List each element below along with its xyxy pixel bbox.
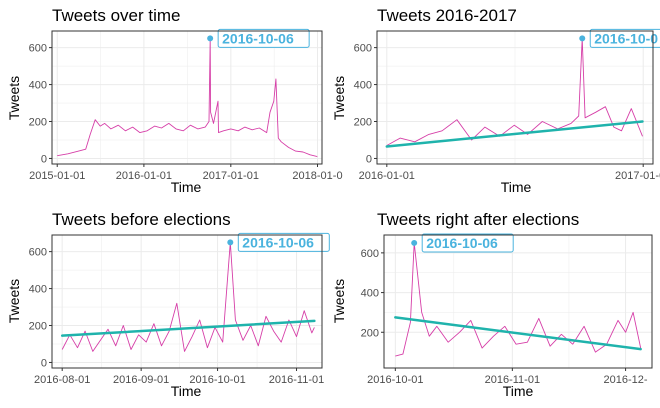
y-tick-label: 200 bbox=[29, 321, 47, 333]
plot-background bbox=[52, 235, 322, 368]
y-tick-label: 600 bbox=[361, 248, 379, 260]
y-tick-label: 0 bbox=[41, 357, 47, 369]
chart-panel: Tweets right after elections 20040060020… bbox=[331, 210, 653, 399]
x-tick-label: 2015-01-01 bbox=[29, 170, 85, 182]
y-tick-label: 600 bbox=[354, 43, 372, 55]
annotation-box bbox=[237, 232, 330, 252]
annotation-label: 2016-10-06 bbox=[426, 235, 498, 251]
plot-background bbox=[52, 31, 322, 164]
panel-title: Tweets over time bbox=[52, 6, 181, 25]
trend-line bbox=[60, 319, 316, 337]
y-tick-label: 200 bbox=[361, 327, 379, 339]
tweets-series-line bbox=[57, 37, 318, 158]
chart-panel: Tweets before elections 0 200 400 600 2016-0… bbox=[6, 210, 330, 399]
x-tick-label: 2016-01-01 bbox=[359, 170, 415, 182]
panel-title: Tweets before elections bbox=[52, 210, 231, 229]
y-axis-title: Tweets bbox=[331, 279, 347, 323]
x-tick-label: 2016-10-01 bbox=[189, 374, 245, 386]
panel-plot-area: 0 200 400 600 2015-01-01 2016-01-01 2017-01-01… bbox=[29, 28, 343, 182]
x-axis-title: Time bbox=[171, 383, 202, 399]
y-tick-label: 400 bbox=[29, 80, 47, 92]
plot-frame bbox=[376, 30, 654, 165]
x-tick-label: 2016-01-01 bbox=[116, 170, 172, 182]
trend-line bbox=[385, 120, 644, 148]
x-tick-label: 2016-09-01 bbox=[113, 374, 169, 386]
tweets-series-line bbox=[386, 37, 643, 146]
annotation-label: 2016-10-06 bbox=[242, 234, 314, 250]
x-tick-label: 2017-01-01 bbox=[203, 170, 259, 182]
x-axis-title: Time bbox=[501, 179, 532, 195]
peak-marker bbox=[207, 35, 214, 42]
y-tick-label: 200 bbox=[29, 117, 47, 129]
chart-panel: Tweets over time 0 200 400 600 2015-01-01 201… bbox=[6, 6, 343, 195]
y-axis-title: Tweets bbox=[331, 76, 347, 120]
y-tick-label: 0 bbox=[41, 153, 47, 165]
x-axis-title: Time bbox=[503, 383, 534, 399]
peak-marker bbox=[411, 239, 418, 246]
panel-title: Tweets 2016-2017 bbox=[377, 6, 517, 25]
plot-frame bbox=[51, 234, 323, 369]
annotation-box bbox=[421, 233, 514, 253]
x-tick-label: 2016-08-01 bbox=[34, 374, 90, 386]
chart-panel: Tweets 2016-2017 0 200 400 600 2016-01-01 201… bbox=[331, 6, 660, 195]
y-tick-label: 0 bbox=[366, 153, 372, 165]
peak-marker bbox=[579, 35, 586, 42]
plot-background bbox=[384, 235, 652, 368]
annotation-label: 2016-10-0 bbox=[594, 30, 658, 46]
y-tick-label: 400 bbox=[29, 284, 47, 296]
panel-plot-area: 0 200 400 600 2016-08-01 2016-09-01 2016-10-01… bbox=[29, 232, 330, 386]
y-tick-label: 400 bbox=[361, 288, 379, 300]
x-tick-label: 2016-10-01 bbox=[367, 374, 423, 386]
annotation-box bbox=[217, 28, 310, 48]
y-axis-title: Tweets bbox=[6, 76, 22, 120]
x-axis-title: Time bbox=[171, 179, 202, 195]
panel-title: Tweets right after elections bbox=[377, 210, 579, 229]
y-tick-label: 600 bbox=[29, 43, 47, 55]
trend-line bbox=[394, 316, 642, 351]
x-tick-label: 2017-01-01 bbox=[615, 170, 660, 182]
annotation-box bbox=[589, 28, 660, 48]
panel-plot-area: 200 400 600 2016-10-01 2016-11-01 2016-12- 201… bbox=[361, 233, 653, 386]
x-tick-label: 2018-01-0 bbox=[292, 170, 342, 182]
peak-marker bbox=[227, 239, 234, 246]
panel-plot-area: 0 200 400 600 2016-01-01 2017-01-01 2016-10-0 bbox=[354, 28, 660, 182]
plot-frame bbox=[383, 234, 653, 369]
y-tick-label: 600 bbox=[29, 247, 47, 259]
y-axis-title: Tweets bbox=[6, 279, 22, 323]
x-tick-label: 2016-11-01 bbox=[269, 374, 324, 386]
x-tick-label: 2016-12- bbox=[604, 374, 648, 386]
x-tick-label: 2016-11-01 bbox=[485, 374, 540, 386]
y-tick-label: 400 bbox=[354, 80, 372, 92]
y-tick-label: 200 bbox=[354, 117, 372, 129]
plot-frame bbox=[51, 30, 323, 165]
annotation-label: 2016-10-06 bbox=[222, 30, 294, 46]
